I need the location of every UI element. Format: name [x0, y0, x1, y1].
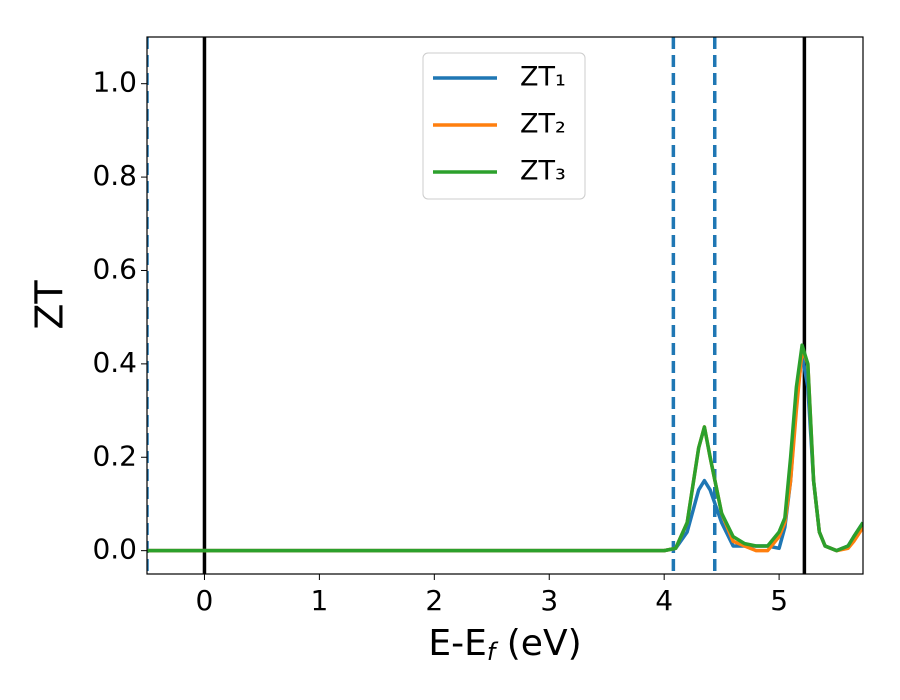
x-tick-label: 0 — [196, 584, 214, 617]
x-tick-label: 2 — [425, 584, 443, 617]
x-tick-label: 4 — [655, 584, 673, 617]
legend-label: ZT₂ — [520, 109, 566, 140]
series-line — [147, 343, 863, 553]
y-tick-label: 0.6 — [92, 252, 137, 285]
y-tick-label: 0.2 — [92, 439, 137, 472]
plot-area — [147, 37, 863, 574]
y-tick-label: 1.0 — [92, 66, 137, 99]
x-tick-label: 1 — [310, 584, 328, 617]
series-line — [147, 348, 863, 553]
x-tick-label: 3 — [540, 584, 558, 617]
axes-frame — [146, 36, 864, 575]
y-tick-label: 0.0 — [92, 533, 137, 566]
y-tick-label: 0.8 — [92, 159, 137, 192]
x-tick-label: 5 — [770, 584, 788, 617]
legend-label: ZT₃ — [520, 156, 566, 187]
series-line — [147, 352, 863, 553]
x-axis-label: E-Ef (eV) — [428, 623, 581, 666]
legend-label: ZT₁ — [520, 62, 566, 93]
legend-box — [422, 52, 586, 200]
y-tick-label: 0.4 — [92, 346, 137, 379]
y-axis-label: ZT — [28, 280, 72, 330]
